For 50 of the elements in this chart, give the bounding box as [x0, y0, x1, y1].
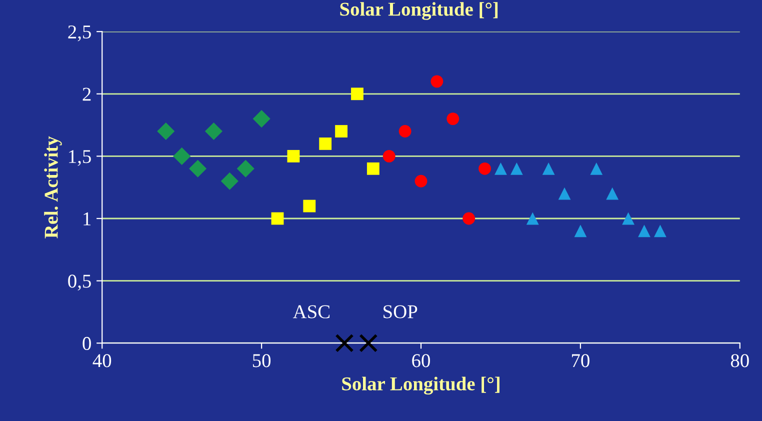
y-tick-label: 1 [84, 212, 91, 226]
point [430, 75, 444, 88]
point [558, 187, 571, 200]
x-tick-label: 70 [572, 354, 590, 368]
point [220, 172, 238, 190]
point [462, 212, 476, 225]
point [335, 125, 348, 138]
point [271, 212, 284, 225]
x-axis-title: Solar Longitude [°] [342, 376, 500, 395]
point [590, 162, 603, 175]
point [446, 112, 460, 126]
point [236, 160, 254, 178]
y-tick-label: 2,5 [68, 25, 91, 42]
point [478, 162, 491, 175]
annotation: SOP [384, 305, 418, 318]
point [204, 122, 223, 140]
point [638, 224, 650, 238]
y-tick-label: 0,5 [68, 274, 91, 291]
point [382, 150, 396, 162]
point [366, 162, 380, 175]
point [526, 212, 539, 225]
point [654, 224, 666, 238]
chart-title: Solar Longitude [°] [340, 2, 498, 20]
point [252, 110, 270, 128]
point [359, 334, 378, 352]
point [351, 88, 364, 100]
point [622, 212, 634, 225]
point [574, 224, 587, 238]
y-tick-label: 2 [82, 88, 91, 101]
x-tick-label: 80 [730, 354, 749, 368]
point [606, 187, 619, 200]
point [414, 174, 428, 188]
x-tick-label: 40 [92, 354, 112, 368]
point [188, 160, 207, 178]
y-tick-label: 0 [82, 336, 91, 350]
point [510, 162, 523, 175]
point [157, 122, 175, 140]
point [303, 200, 316, 212]
point [494, 162, 507, 175]
y-tick-label: 1,5 [69, 150, 91, 166]
point [335, 334, 354, 352]
point [319, 138, 332, 150]
point [287, 150, 300, 162]
point [398, 125, 412, 138]
point [173, 147, 191, 165]
x-tick-label: 60 [412, 354, 430, 368]
annotation: ASC [292, 305, 330, 318]
x-tick-label: 50 [252, 354, 271, 368]
point [542, 162, 555, 175]
y-axis-title: Rel. Activity [44, 136, 62, 238]
